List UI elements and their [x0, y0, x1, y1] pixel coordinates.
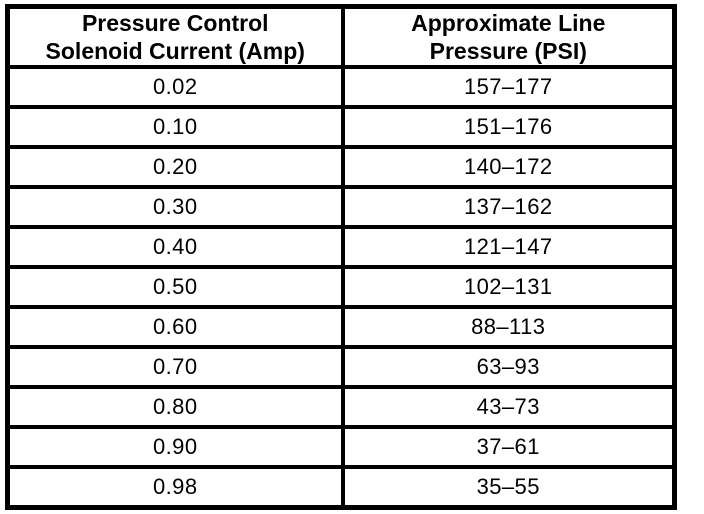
current-cell: 0.40: [5, 225, 345, 270]
table-row: 0.90 37–61: [5, 425, 677, 470]
pressure-cell: 102–131: [340, 265, 677, 310]
current-cell: 0.98: [5, 465, 345, 510]
table-row: 0.80 43–73: [5, 385, 677, 430]
current-cell: 0.50: [5, 265, 345, 310]
pressure-cell: 151–176: [340, 105, 677, 150]
table-row: 0.20 140–172: [5, 145, 677, 190]
pressure-cell: 43–73: [340, 385, 677, 430]
pressure-cell: 88–113: [340, 305, 677, 350]
current-cell: 0.70: [5, 345, 345, 390]
current-cell: 0.90: [5, 425, 345, 470]
header-solenoid-current: Pressure Control Solenoid Current (Amp): [5, 4, 345, 70]
pressure-cell: 37–61: [340, 425, 677, 470]
table-row: 0.40 121–147: [5, 225, 677, 270]
pressure-table: Pressure Control Solenoid Current (Amp) …: [5, 4, 677, 511]
current-cell: 0.20: [5, 145, 345, 190]
table-row: 0.98 35–55: [5, 465, 677, 510]
table-row: 0.02 157–177: [5, 65, 677, 110]
current-cell: 0.10: [5, 105, 345, 150]
table-row: 0.70 63–93: [5, 345, 677, 390]
table-row: 0.30 137–162: [5, 185, 677, 230]
header-line-pressure: Approximate Line Pressure (PSI): [340, 4, 677, 70]
current-cell: 0.60: [5, 305, 345, 350]
header-line: Solenoid Current (Amp): [45, 38, 305, 65]
pressure-cell: 140–172: [340, 145, 677, 190]
header-line: Pressure Control: [81, 10, 269, 36]
current-cell: 0.80: [5, 385, 345, 430]
header-line: Pressure (PSI): [429, 38, 587, 65]
pressure-cell: 35–55: [340, 465, 677, 510]
current-cell: 0.02: [5, 65, 345, 110]
table-row: 0.50 102–131: [5, 265, 677, 310]
table-row: 0.10 151–176: [5, 105, 677, 150]
header-line: Approximate Line: [411, 10, 606, 36]
table-header-row: Pressure Control Solenoid Current (Amp) …: [5, 4, 677, 70]
pressure-cell: 121–147: [340, 225, 677, 270]
pressure-cell: 63–93: [340, 345, 677, 390]
current-cell: 0.30: [5, 185, 345, 230]
pressure-cell: 137–162: [340, 185, 677, 230]
table-row: 0.60 88–113: [5, 305, 677, 350]
pressure-cell: 157–177: [340, 65, 677, 110]
